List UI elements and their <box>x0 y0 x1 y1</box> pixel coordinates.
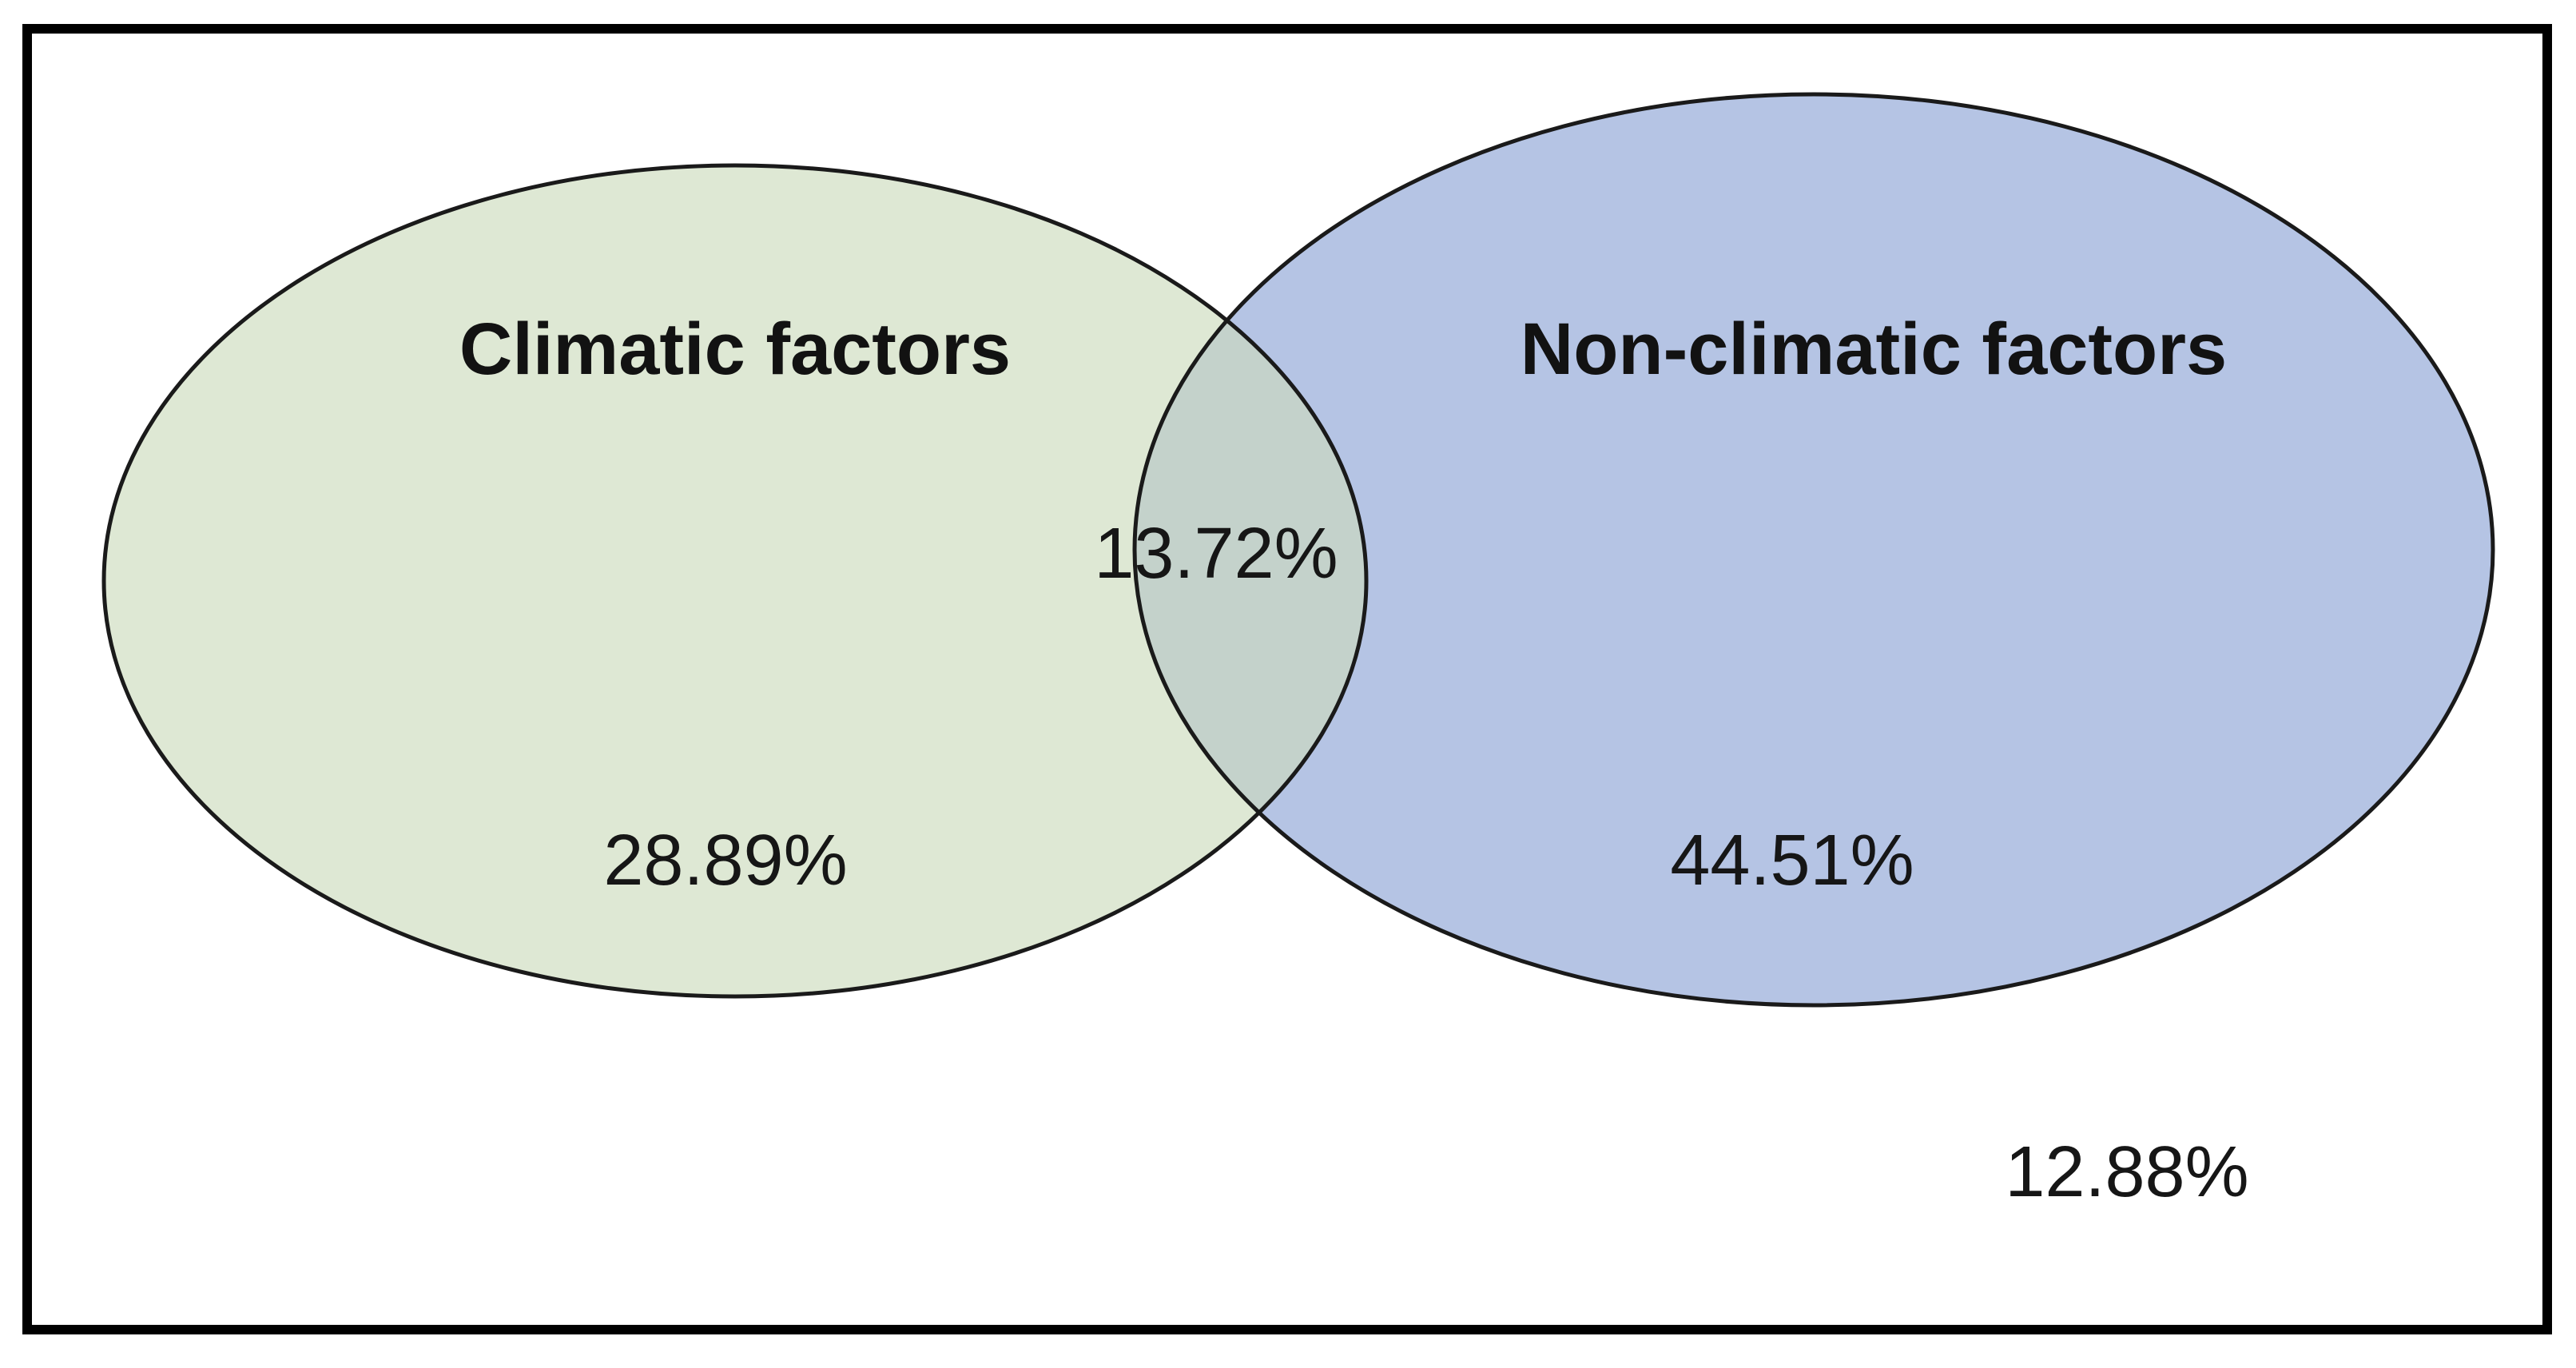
left-set-ellipse <box>104 165 1366 996</box>
left-set-outline <box>101 163 1369 999</box>
right-set-label: Non-climatic factors <box>1521 308 2227 390</box>
intersection-value: 13.72% <box>1094 514 1338 594</box>
left-set-value: 28.89% <box>603 821 847 901</box>
right-set-outline <box>1132 92 2495 1008</box>
left-set-label: Climatic factors <box>459 308 1011 390</box>
right-set-ellipse <box>1135 94 2493 1005</box>
outside-value: 12.88% <box>2005 1132 2248 1212</box>
right-set-value: 44.51% <box>1670 821 1914 901</box>
